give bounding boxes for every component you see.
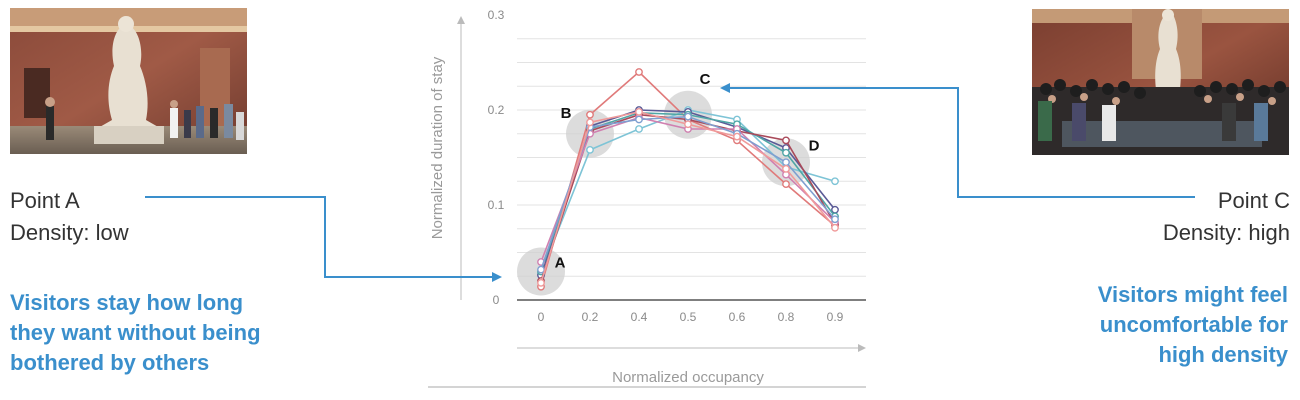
point-annotations: A B C D <box>555 71 820 272</box>
data-point <box>782 164 790 173</box>
data-point <box>782 136 790 145</box>
series-lines <box>537 68 839 291</box>
data-point <box>684 120 692 129</box>
data-point <box>537 265 545 274</box>
right-takeaway-line: uncomfortable for <box>1099 312 1288 337</box>
x-tick-label: 0.8 <box>778 310 795 324</box>
x-tick-label: 0.2 <box>582 310 599 324</box>
x-tick-label: 0.4 <box>631 310 648 324</box>
data-point <box>831 205 839 214</box>
x-tick-label: 0.6 <box>729 310 746 324</box>
data-point <box>635 125 643 133</box>
right-density-label: Density: high <box>1162 220 1290 245</box>
annotation-label-b: B <box>561 105 572 122</box>
y-tick-label: 0.2 <box>488 103 505 117</box>
right-takeaway: Visitors might feel uncomfortable for hi… <box>1098 280 1288 370</box>
point-c-connector-arrow <box>720 83 1195 198</box>
data-point <box>782 148 790 157</box>
x-tick-label: 0.9 <box>827 310 844 324</box>
y-tick-label: 0 <box>493 293 500 307</box>
left-takeaway-line: bothered by others <box>10 350 210 375</box>
right-point-label: Point C <box>1217 188 1290 213</box>
right-takeaway-line: high density <box>1158 342 1288 367</box>
y-axis-title: Normalized duration of stay <box>429 56 446 239</box>
data-point <box>635 115 643 124</box>
annotation-label-a: A <box>555 255 566 272</box>
data-point <box>537 278 545 287</box>
data-point <box>733 132 741 141</box>
data-point <box>635 68 643 76</box>
data-point <box>586 110 594 119</box>
left-point-label: Point A <box>10 188 80 213</box>
left-density-label: Density: low <box>10 220 129 245</box>
point-a-connector-arrow <box>145 196 502 282</box>
annotation-label-d: D <box>809 137 820 154</box>
left-takeaway-line: they want without being <box>10 320 261 345</box>
data-point <box>831 177 839 186</box>
y-tick-label: 0.1 <box>488 198 505 212</box>
data-point <box>586 145 594 154</box>
photo-high-density <box>1032 9 1289 155</box>
photo-low-density <box>10 8 247 154</box>
data-point <box>831 223 839 232</box>
data-point <box>586 118 594 127</box>
left-takeaway: Visitors stay how long they want without… <box>10 288 261 378</box>
data-point <box>635 108 643 116</box>
data-point <box>782 158 790 167</box>
x-tick-label: 0 <box>538 310 545 324</box>
data-point <box>684 112 692 121</box>
x-tick-label: 0.5 <box>680 310 697 324</box>
left-takeaway-line: Visitors stay how long <box>10 290 244 315</box>
data-point <box>782 180 790 189</box>
data-point <box>831 215 839 224</box>
right-takeaway-line: Visitors might feel <box>1097 282 1288 307</box>
annotation-label-c: C <box>700 71 711 88</box>
y-tick-label: 0.3 <box>488 8 505 22</box>
grid <box>517 38 866 277</box>
tick-labels: 0 0.2 0.4 0.5 0.6 0.8 0.9 0 0.1 0.2 0.3 <box>488 8 844 324</box>
x-axis-title: Normalized occupancy <box>612 369 764 386</box>
